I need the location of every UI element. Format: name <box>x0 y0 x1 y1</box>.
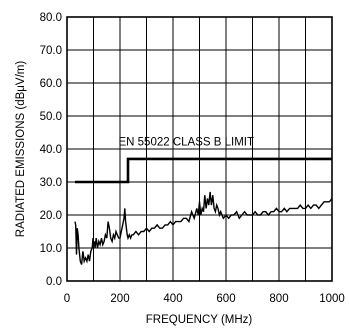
x-tick-labels: 0 200 400 600 800 1000 <box>64 293 345 305</box>
grid-lines <box>67 17 332 281</box>
y-tick-label: 30.0 <box>40 177 62 189</box>
x-tick-label: 400 <box>163 293 182 305</box>
y-tick-labels: 0.0 10.0 20.0 30.0 40.0 50.0 60.0 70.0 80.0 <box>40 12 62 288</box>
y-tick-label: 80.0 <box>40 12 62 24</box>
y-axis-title: RADIATED EMISSIONS (dBμV/m) <box>15 61 27 238</box>
x-tick-label: 800 <box>269 293 288 305</box>
plot-frame <box>66 16 333 282</box>
y-tick-label: 60.0 <box>40 78 62 90</box>
x-tick-label: 200 <box>110 293 129 305</box>
x-tick-label: 0 <box>64 293 70 305</box>
y-tick-label: 40.0 <box>40 144 62 156</box>
x-tick-label: 600 <box>216 293 235 305</box>
y-tick-label: 50.0 <box>40 111 62 123</box>
limit-line <box>75 157 332 184</box>
y-tick-label: 10.0 <box>40 243 62 255</box>
emissions-trace <box>74 191 333 265</box>
x-tick-label: 1000 <box>319 293 345 305</box>
y-tick-label: 70.0 <box>40 45 62 57</box>
limit-annotation: EN 55022 CLASS B LIMIT <box>118 137 254 149</box>
series-lines <box>74 157 333 265</box>
y-tick-label: 0.0 <box>46 276 62 288</box>
x-axis-title: FREQUENCY (MHz) <box>146 314 253 326</box>
y-tick-label: 20.0 <box>40 210 62 222</box>
